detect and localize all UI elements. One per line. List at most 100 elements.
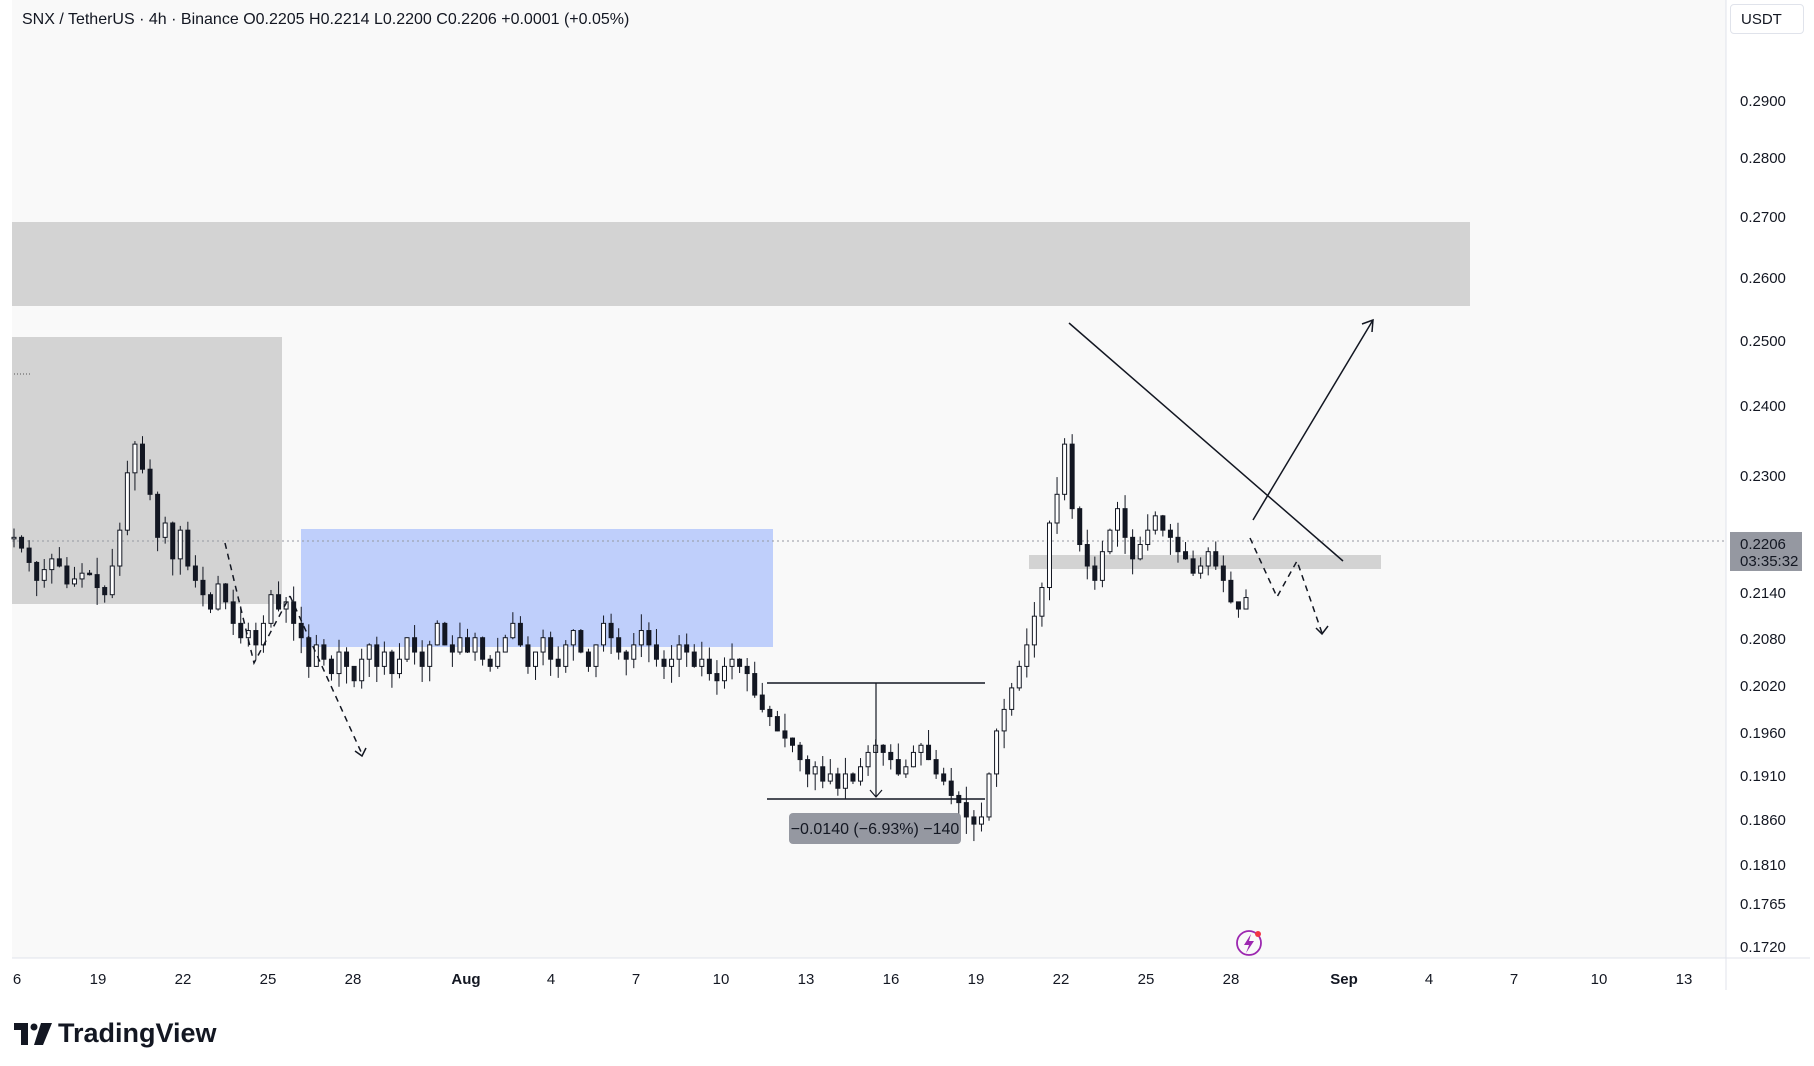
time-tick: 28 (1223, 971, 1240, 988)
candle-body (1167, 529, 1173, 538)
candle-body (578, 630, 584, 653)
bearish-projection-path[interactable] (1249, 537, 1323, 634)
candle-body (653, 644, 659, 660)
time-tick: 13 (798, 971, 815, 988)
candle-body (812, 766, 818, 775)
candle-body (1039, 587, 1045, 617)
flash-icon[interactable] (1236, 930, 1262, 956)
candle-body (1220, 565, 1226, 581)
candle-body (510, 622, 516, 639)
candle-body (888, 751, 894, 761)
candle-body (230, 601, 236, 624)
candle-body (918, 744, 924, 753)
candle-body (1198, 565, 1204, 574)
time-tick: 7 (1510, 971, 1518, 988)
candle-body (676, 644, 682, 660)
currency-button[interactable]: USDT (1730, 4, 1804, 34)
candle-body (533, 651, 539, 667)
candle-body (147, 468, 153, 495)
candle-body (721, 665, 727, 682)
candle-body (94, 574, 100, 589)
candle-body (434, 622, 440, 646)
candle-body (344, 651, 350, 667)
candle-body (1122, 508, 1128, 538)
time-tick: 7 (632, 971, 640, 988)
legend-close: C0.2206 (436, 11, 497, 28)
candle-body (601, 622, 607, 646)
candle-body (427, 644, 433, 667)
descending-trendline[interactable] (1068, 322, 1344, 562)
candle-body (1235, 601, 1241, 610)
candle-body (1228, 579, 1234, 603)
candle-body (321, 644, 327, 660)
price-tick: 0.1960 (1740, 725, 1786, 742)
candle-body (963, 802, 969, 818)
candle-body (328, 658, 334, 675)
candle-body (661, 658, 667, 667)
candle-body (336, 651, 342, 675)
measure-tool[interactable]: −0.0140 (−6.93%) −140 (767, 682, 985, 844)
time-tick-month: Aug (451, 971, 480, 988)
candle-body (389, 651, 395, 675)
candle-body (170, 522, 176, 560)
candle-body (215, 583, 221, 610)
left-dashed-path[interactable] (224, 542, 291, 666)
candle-body (774, 716, 780, 732)
candle-body (691, 651, 697, 667)
time-tick: 6 (13, 971, 21, 988)
tradingview-brand[interactable]: TradingView (14, 1018, 217, 1049)
left-projection-arrowhead (354, 747, 367, 758)
candle-body (298, 622, 304, 639)
candle-body (1190, 558, 1196, 574)
candle-body (64, 565, 70, 585)
candle-body (555, 658, 561, 667)
candle-body (412, 637, 418, 653)
candle-body (608, 622, 614, 639)
measure-label: −0.0140 (−6.93%) −140 (791, 821, 960, 838)
candle-body (858, 766, 864, 782)
price-tick: 0.1860 (1740, 812, 1786, 829)
candle-body (782, 730, 788, 739)
candle-body (41, 569, 47, 581)
time-tick: 28 (345, 971, 362, 988)
candle-body (276, 594, 282, 610)
time-axis[interactable]: 6 19 22 25 28 Aug 4 7 10 13 16 19 22 25 … (13, 971, 1693, 988)
range-zone[interactable] (301, 529, 773, 647)
candle-body (706, 658, 712, 675)
time-tick: 16 (883, 971, 900, 988)
candle-body (1062, 443, 1068, 495)
candle-body (1054, 493, 1060, 524)
candle-body (926, 744, 932, 761)
legend-exchange: Binance (181, 11, 239, 28)
candle-body (306, 637, 312, 667)
price-tick: 0.1910 (1740, 768, 1786, 785)
candle-body (933, 759, 939, 775)
candle-body (1213, 551, 1219, 567)
supply-zone[interactable] (12, 222, 1470, 306)
candle-body (1069, 443, 1075, 510)
support-zone[interactable] (1029, 555, 1381, 569)
candle-body (941, 773, 947, 782)
candle-body (563, 644, 569, 667)
candle-body (540, 637, 546, 653)
candle-body (1046, 522, 1052, 589)
time-tick: 4 (1425, 971, 1433, 988)
candle-body (805, 759, 811, 775)
candle-body (495, 651, 501, 667)
current-price-badge (1730, 532, 1802, 571)
bullish-arrowhead (1361, 318, 1374, 333)
bearish-projection-arrowhead (1315, 625, 1329, 636)
candle-body (616, 637, 622, 653)
candle-body (291, 601, 297, 624)
price-axis[interactable]: 0.2900 0.2800 0.2700 0.2600 0.2500 0.240… (1740, 93, 1786, 956)
candle-body (737, 658, 743, 667)
left-projection-path[interactable] (289, 595, 363, 755)
candle-body (185, 529, 191, 567)
candle-body (978, 816, 984, 825)
candle-body (449, 644, 455, 653)
bullish-arrow-line[interactable] (1252, 319, 1374, 521)
price-tick: 0.2600 (1740, 270, 1786, 287)
candle-body (850, 773, 856, 782)
candle-body (124, 472, 130, 531)
